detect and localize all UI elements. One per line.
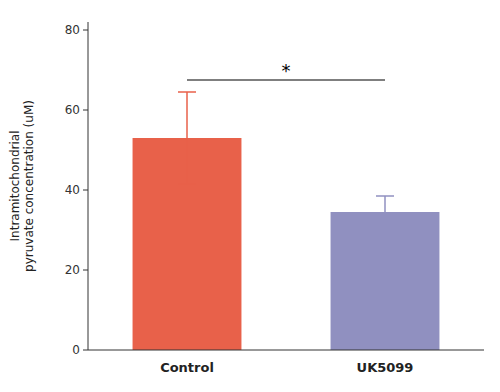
- significance-text: *: [282, 60, 291, 81]
- x-axis-line: [88, 350, 484, 351]
- y-tick-label: 0: [72, 343, 80, 357]
- y-tick: [83, 190, 88, 191]
- y-axis-line: [88, 22, 89, 350]
- error-bar: [178, 92, 196, 184]
- y-tick: [83, 270, 88, 271]
- y-tick: [83, 30, 88, 31]
- x-tick-label: Control: [160, 360, 214, 375]
- chart: * 0 20 40 60 80 Control UK5099 Intramitochondria…: [0, 0, 500, 392]
- bar: [331, 212, 440, 350]
- y-tick-label: 40: [65, 183, 80, 197]
- y-tick: [83, 110, 88, 111]
- y-tick-label: 80: [65, 23, 80, 37]
- plot-area: [133, 80, 440, 350]
- y-axis-label: Intramitochondrialpyruvate concentration…: [8, 100, 36, 272]
- y-tick: [83, 350, 88, 351]
- chart-container: * 0 20 40 60 80 Control UK5099 Intramitochondria…: [0, 0, 500, 392]
- error-bar: [376, 196, 394, 228]
- y-tick-label: 20: [65, 263, 80, 277]
- y-tick-label: 60: [65, 103, 80, 117]
- x-tick-label: UK5099: [357, 360, 414, 375]
